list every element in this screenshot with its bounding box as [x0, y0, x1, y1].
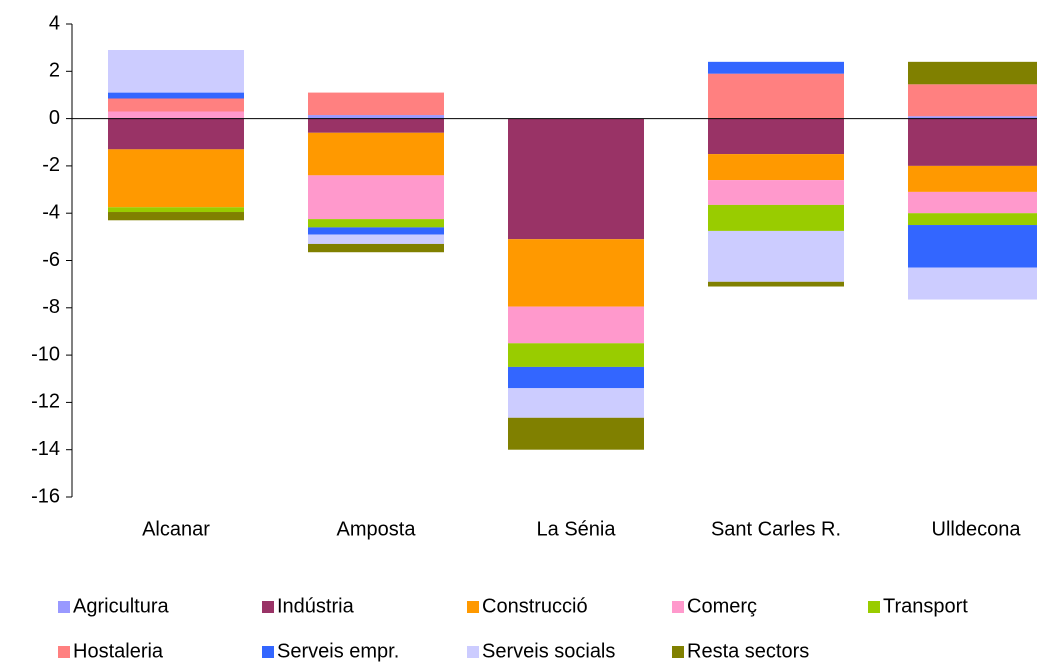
y-tick-label: -4: [42, 201, 60, 223]
legend-swatch: [262, 646, 274, 658]
bar-segment: [508, 118, 644, 240]
legend-label: Agricultura: [73, 595, 169, 617]
y-tick-label: -12: [31, 391, 60, 413]
bar-segment: [708, 180, 844, 205]
bar-segment: [908, 84, 1037, 117]
bar-segment: [908, 165, 1037, 192]
legend-swatch: [467, 646, 479, 658]
bar-segment: [708, 281, 844, 287]
legend-swatch: [58, 646, 70, 658]
bar-segment: [308, 132, 444, 176]
bar-segment: [308, 175, 444, 220]
legend-label: Transport: [883, 595, 968, 617]
bar-segment: [508, 343, 644, 367]
y-tick-label: -8: [42, 296, 60, 318]
bar-segment: [308, 219, 444, 228]
y-tick-label: 4: [49, 12, 60, 34]
legend-swatch: [868, 601, 880, 613]
bar-segment: [708, 73, 844, 119]
x-tick-label: Sant Carles R.: [711, 518, 841, 540]
bar-segment: [508, 239, 644, 307]
legend-swatch: [672, 601, 684, 613]
bar-segment: [908, 118, 1037, 166]
legend-label: Serveis empr.: [277, 640, 399, 662]
bar-segment: [108, 111, 244, 119]
bar-segment: [908, 213, 1037, 226]
bar-segment: [108, 149, 244, 208]
legend-label: Hostaleria: [73, 640, 164, 662]
x-tick-label: Alcanar: [142, 518, 210, 540]
bar-segment: [508, 388, 644, 418]
y-tick-label: -6: [42, 249, 60, 271]
bar-segment: [908, 61, 1037, 85]
bar-segment: [308, 227, 444, 235]
y-tick-label: -14: [31, 438, 60, 460]
legend-swatch: [58, 601, 70, 613]
y-tick-label: -2: [42, 154, 60, 176]
legend-label: Indústria: [277, 595, 355, 617]
legend-swatch: [467, 601, 479, 613]
x-tick-label: La Sénia: [537, 518, 617, 540]
legend-swatch: [262, 601, 274, 613]
bar-segment: [308, 115, 444, 119]
legend-label: Resta sectors: [687, 640, 809, 662]
bar-segment: [108, 50, 244, 93]
bar-segment: [308, 243, 444, 253]
legend-label: Comerç: [687, 595, 757, 617]
x-tick-label: Ulldecona: [932, 518, 1022, 540]
bar-segment: [508, 366, 644, 389]
legend-label: Serveis socials: [482, 640, 615, 662]
y-tick-label: -16: [31, 485, 60, 507]
bar-segment: [708, 204, 844, 231]
bar-segment: [508, 417, 644, 450]
x-tick-label: Amposta: [337, 518, 417, 540]
bar-segment: [908, 225, 1037, 268]
bar-segment: [308, 234, 444, 244]
bar-segment: [708, 118, 844, 155]
y-tick-label: 2: [49, 60, 60, 82]
bar-segment: [308, 118, 444, 133]
bar-segment: [708, 230, 844, 282]
bar-segment: [508, 306, 644, 344]
bar-segment: [908, 267, 1037, 300]
bar-segment: [908, 191, 1037, 214]
bar-segment: [108, 118, 244, 150]
bar-segment: [108, 207, 244, 213]
bar-segment: [708, 154, 844, 181]
bar-segment: [908, 116, 1037, 119]
y-tick-label: -10: [31, 343, 60, 365]
bar-segment: [708, 61, 844, 74]
bar-segment: [108, 212, 244, 221]
legend-label: Construcció: [482, 595, 588, 617]
legend-swatch: [672, 646, 684, 658]
bar-segment: [108, 92, 244, 99]
y-tick-label: 0: [49, 107, 60, 129]
bar-segment: [108, 98, 244, 112]
bar-segment: [308, 92, 444, 116]
